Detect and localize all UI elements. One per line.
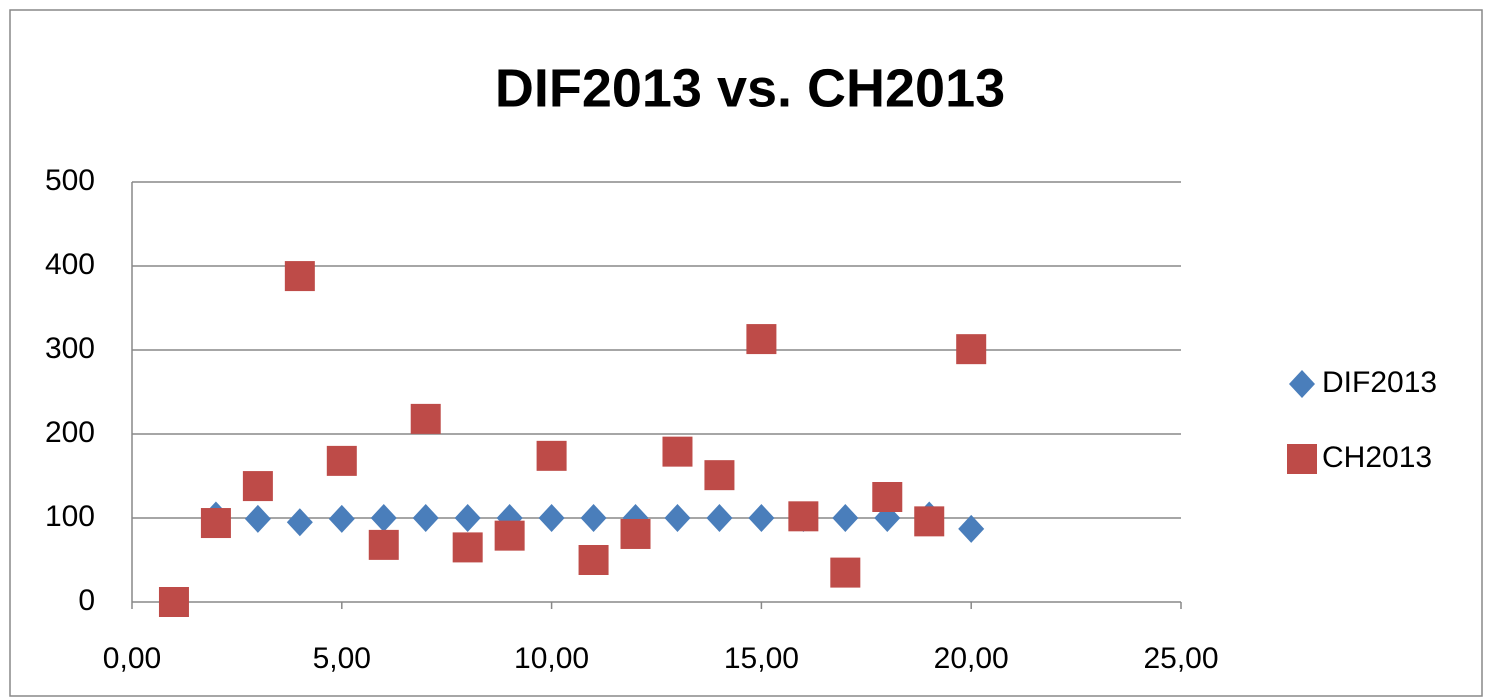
chart-frame — [9, 9, 1483, 697]
point — [158, 587, 189, 617]
point — [536, 440, 567, 471]
point — [326, 445, 357, 476]
x-tick-label: 10,00 — [514, 642, 589, 675]
point — [452, 532, 483, 563]
point — [746, 324, 777, 355]
point — [538, 504, 565, 532]
y-tick-label: 500 — [45, 164, 95, 197]
point — [244, 504, 271, 533]
legend-label: DIF2013 — [1322, 366, 1437, 399]
point — [578, 545, 609, 575]
point — [368, 529, 399, 560]
point — [286, 508, 313, 537]
y-tick-label: 0 — [78, 584, 95, 617]
x-tick-label: 15,00 — [724, 642, 799, 675]
point — [706, 504, 733, 532]
point — [412, 504, 439, 532]
point — [284, 261, 315, 292]
point — [1287, 444, 1317, 474]
y-tick-label: 100 — [45, 500, 95, 533]
x-tick-label: 0,00 — [103, 642, 161, 675]
point — [872, 482, 903, 512]
legend-label: CH2013 — [1322, 441, 1432, 474]
point — [832, 504, 859, 532]
point — [956, 334, 987, 365]
point — [494, 520, 525, 551]
point — [580, 504, 607, 532]
point — [370, 504, 397, 532]
x-tick-label: 20,00 — [934, 642, 1009, 675]
point — [328, 504, 355, 533]
point — [664, 504, 691, 532]
point — [788, 501, 819, 532]
point — [200, 508, 231, 539]
point — [454, 504, 481, 532]
point — [662, 436, 693, 467]
point — [830, 557, 861, 588]
y-tick-label: 400 — [45, 248, 95, 281]
point — [914, 506, 945, 537]
y-tick-label: 200 — [45, 416, 95, 449]
chart-title: DIF2013 vs. CH2013 — [495, 58, 1005, 118]
y-tick-label: 300 — [45, 332, 95, 365]
point — [958, 514, 985, 543]
point — [620, 518, 651, 549]
point — [242, 471, 273, 502]
point — [748, 504, 775, 532]
x-tick-label: 25,00 — [1143, 642, 1218, 675]
point — [1289, 370, 1315, 398]
point — [704, 460, 735, 491]
point — [410, 403, 441, 434]
x-tick-label: 5,00 — [313, 642, 371, 675]
